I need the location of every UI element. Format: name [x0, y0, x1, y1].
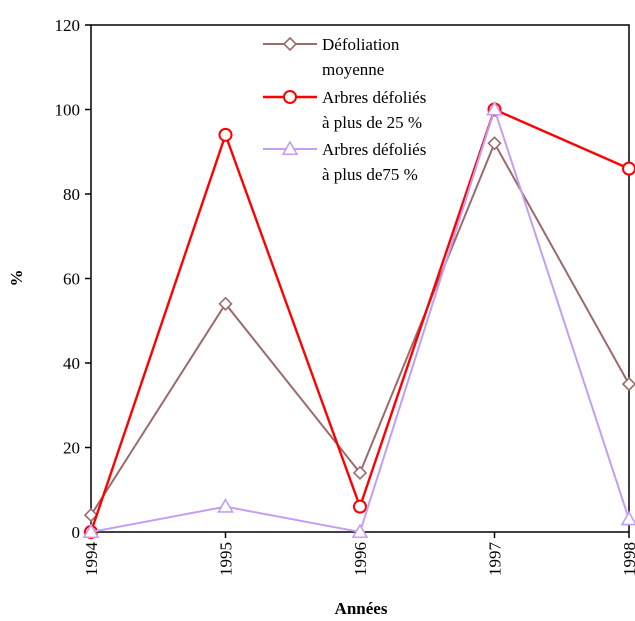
x-tick-label: 1996	[351, 542, 370, 576]
y-tick-label: 0	[72, 523, 81, 542]
x-tick-label: 1998	[620, 542, 635, 576]
series-line	[90, 140, 630, 516]
x-axis: 1994 1995 1996 1997 1998	[82, 532, 635, 576]
data-point	[353, 499, 367, 514]
y-tick-label: 120	[55, 16, 81, 35]
legend-marker	[281, 140, 299, 156]
y-tick-label: 60	[63, 270, 80, 289]
data-point	[351, 523, 369, 539]
x-axis-title: Années	[335, 599, 388, 618]
series-3	[82, 100, 635, 539]
data-point	[217, 498, 234, 513]
legend-entry-1: Défoliation moyenne	[263, 35, 400, 79]
y-tick-label: 80	[63, 185, 80, 204]
data-point	[486, 100, 503, 116]
data-point	[621, 376, 635, 392]
legend-entry-3: Arbres défoliés à plus de75 %	[263, 140, 426, 184]
y-axis-title: %	[7, 270, 26, 287]
y-axis: 0 20 40 60 80 100 120	[55, 16, 91, 542]
data-point	[352, 465, 368, 480]
x-tick-label: 1995	[217, 542, 236, 576]
series-1	[83, 136, 635, 523]
data-point	[620, 510, 635, 526]
data-point	[82, 523, 100, 539]
data-point	[218, 296, 233, 311]
y-tick-label: 40	[63, 354, 80, 373]
legend-label: Arbres défoliés à plus de75 %	[322, 140, 426, 184]
series-layer	[82, 100, 635, 539]
legend-marker	[282, 36, 298, 52]
legend-marker	[283, 90, 297, 104]
x-tick-label: 1997	[486, 542, 505, 577]
data-point	[83, 507, 99, 523]
legend-label: Arbres défoliés à plus de 25 %	[322, 88, 426, 132]
legend-label: Défoliation moyenne	[322, 35, 400, 79]
data-point	[218, 127, 233, 142]
legend-entry-2: Arbres défoliés à plus de 25 %	[263, 88, 426, 132]
y-tick-label: 20	[63, 439, 80, 458]
legend: Défoliation moyenne Arbres défoliés à plus …	[263, 35, 426, 184]
y-tick-label: 100	[55, 101, 81, 120]
data-point	[487, 136, 502, 151]
x-tick-label: 1994	[82, 542, 101, 577]
data-point	[622, 161, 635, 176]
